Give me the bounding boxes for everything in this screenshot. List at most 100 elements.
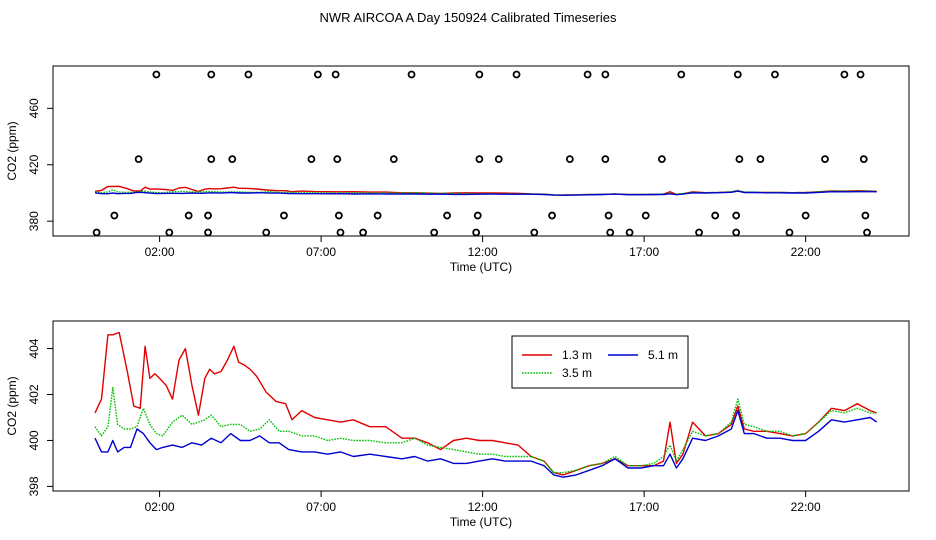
y-axis-label: CO2 (ppm) — [5, 376, 19, 435]
x-tick-label: 12:00 — [468, 245, 498, 259]
outlier-point — [207, 155, 216, 164]
outlier-point — [732, 228, 741, 237]
outlier-point — [473, 211, 482, 220]
x-tick-label: 07:00 — [306, 500, 336, 514]
outlier-point — [512, 70, 521, 79]
outlier-point — [334, 211, 343, 220]
outlier-point — [280, 211, 288, 220]
outlier-point — [735, 155, 744, 164]
bottom-panel: 02:00 07:00 12:00 17:00 22:00 Time (UTC) 398 40… — [5, 320, 910, 529]
outlier-point — [110, 211, 119, 220]
x-axis-label: Time (UTC) — [450, 260, 512, 274]
y-tick-label: 420 — [27, 154, 41, 174]
outlier-point — [204, 228, 212, 237]
outlier-point — [407, 70, 416, 79]
legend-label: 5.1 m — [648, 348, 678, 362]
outlier-point — [840, 70, 849, 79]
outlier-point — [785, 228, 794, 237]
x-axis: 02:00 07:00 12:00 17:00 22:00 Time (UTC) — [145, 490, 821, 529]
outlier-point — [134, 155, 143, 164]
outlier-point — [756, 155, 765, 164]
outlier-point — [604, 211, 613, 220]
series-line-5-1-m — [94, 409, 878, 478]
legend-label: 3.5 m — [562, 366, 592, 380]
outlier-point — [733, 70, 742, 79]
outlier-point — [583, 70, 592, 79]
outlier-point — [601, 155, 610, 164]
outlier-point — [695, 228, 703, 237]
outlier-point — [771, 70, 779, 79]
outlier-point — [475, 155, 484, 164]
outlier-point — [184, 211, 193, 220]
outlier-point — [336, 228, 345, 237]
outlier-point — [641, 211, 650, 220]
outlier-point — [262, 228, 271, 237]
outlier-point — [548, 211, 556, 220]
outlier-points — [92, 70, 871, 237]
outlier-point — [204, 211, 212, 220]
x-tick-label: 17:00 — [629, 245, 659, 259]
x-tick-label: 22:00 — [791, 500, 821, 514]
outlier-point — [165, 228, 174, 237]
top-panel: 02:00 07:00 12:00 17:00 22:00 Time (UTC) 380 42… — [5, 65, 910, 274]
outlier-point — [443, 211, 451, 220]
outlier-point — [677, 70, 686, 79]
outlier-point — [92, 228, 101, 237]
outlier-point — [859, 155, 868, 164]
outlier-point — [494, 155, 503, 164]
x-tick-label: 02:00 — [145, 245, 175, 259]
outlier-point — [601, 70, 610, 79]
outlier-point — [801, 211, 810, 220]
top-series-line-5-1-m — [94, 190, 877, 196]
x-tick-label: 17:00 — [629, 500, 659, 514]
outlier-point — [244, 70, 253, 79]
outlier-point — [475, 70, 484, 79]
outlier-point — [331, 70, 340, 79]
outlier-point — [313, 70, 322, 79]
series-line-3-5-m — [94, 386, 877, 474]
y-axis-label: CO2 (ppm) — [5, 121, 19, 180]
outlier-point — [625, 228, 634, 237]
outlier-point — [711, 211, 720, 220]
outlier-point — [152, 70, 161, 79]
x-tick-label: 12:00 — [468, 500, 498, 514]
outlier-point — [389, 155, 398, 164]
legend-label: 1.3 m — [562, 348, 592, 362]
legend: 1.3 m 3.5 m 5.1 m — [511, 335, 689, 389]
outlier-point — [530, 228, 539, 237]
outlier-point — [333, 155, 342, 164]
y-axis: 380 420 460 CO2 (ppm) — [5, 98, 54, 231]
x-axis-label: Time (UTC) — [450, 515, 512, 529]
outlier-point — [861, 211, 870, 220]
outlier-point — [863, 228, 871, 237]
outlier-point — [856, 70, 865, 79]
outlier-point — [307, 155, 316, 164]
x-tick-label: 22:00 — [791, 245, 821, 259]
x-tick-label: 07:00 — [306, 245, 336, 259]
y-axis: 398 400 402 404 CO2 (ppm) — [5, 338, 54, 496]
outlier-point — [657, 155, 666, 164]
outlier-point — [430, 228, 439, 237]
plot-frame — [52, 320, 910, 492]
y-tick-label: 460 — [27, 98, 41, 118]
outlier-point — [228, 155, 237, 164]
plot-frame — [52, 65, 910, 237]
x-tick-label: 02:00 — [145, 500, 175, 514]
outlier-point — [472, 228, 481, 237]
outlier-point — [207, 70, 216, 79]
y-tick-label: 380 — [27, 211, 41, 231]
y-tick-label: 404 — [27, 338, 41, 358]
legend-box — [511, 335, 689, 389]
y-tick-label: 400 — [27, 430, 41, 450]
y-tick-label: 402 — [27, 384, 41, 404]
y-tick-label: 398 — [27, 476, 41, 496]
outlier-point — [821, 155, 829, 164]
x-axis: 02:00 07:00 12:00 17:00 22:00 Time (UTC) — [145, 235, 821, 274]
outlier-point — [606, 228, 615, 237]
figure-title: NWR AIRCOA A Day 150924 Calibrated Times… — [320, 10, 617, 25]
outlier-point — [373, 211, 382, 220]
outlier-point — [565, 155, 574, 164]
outlier-point — [732, 211, 741, 220]
outlier-point — [359, 228, 367, 237]
